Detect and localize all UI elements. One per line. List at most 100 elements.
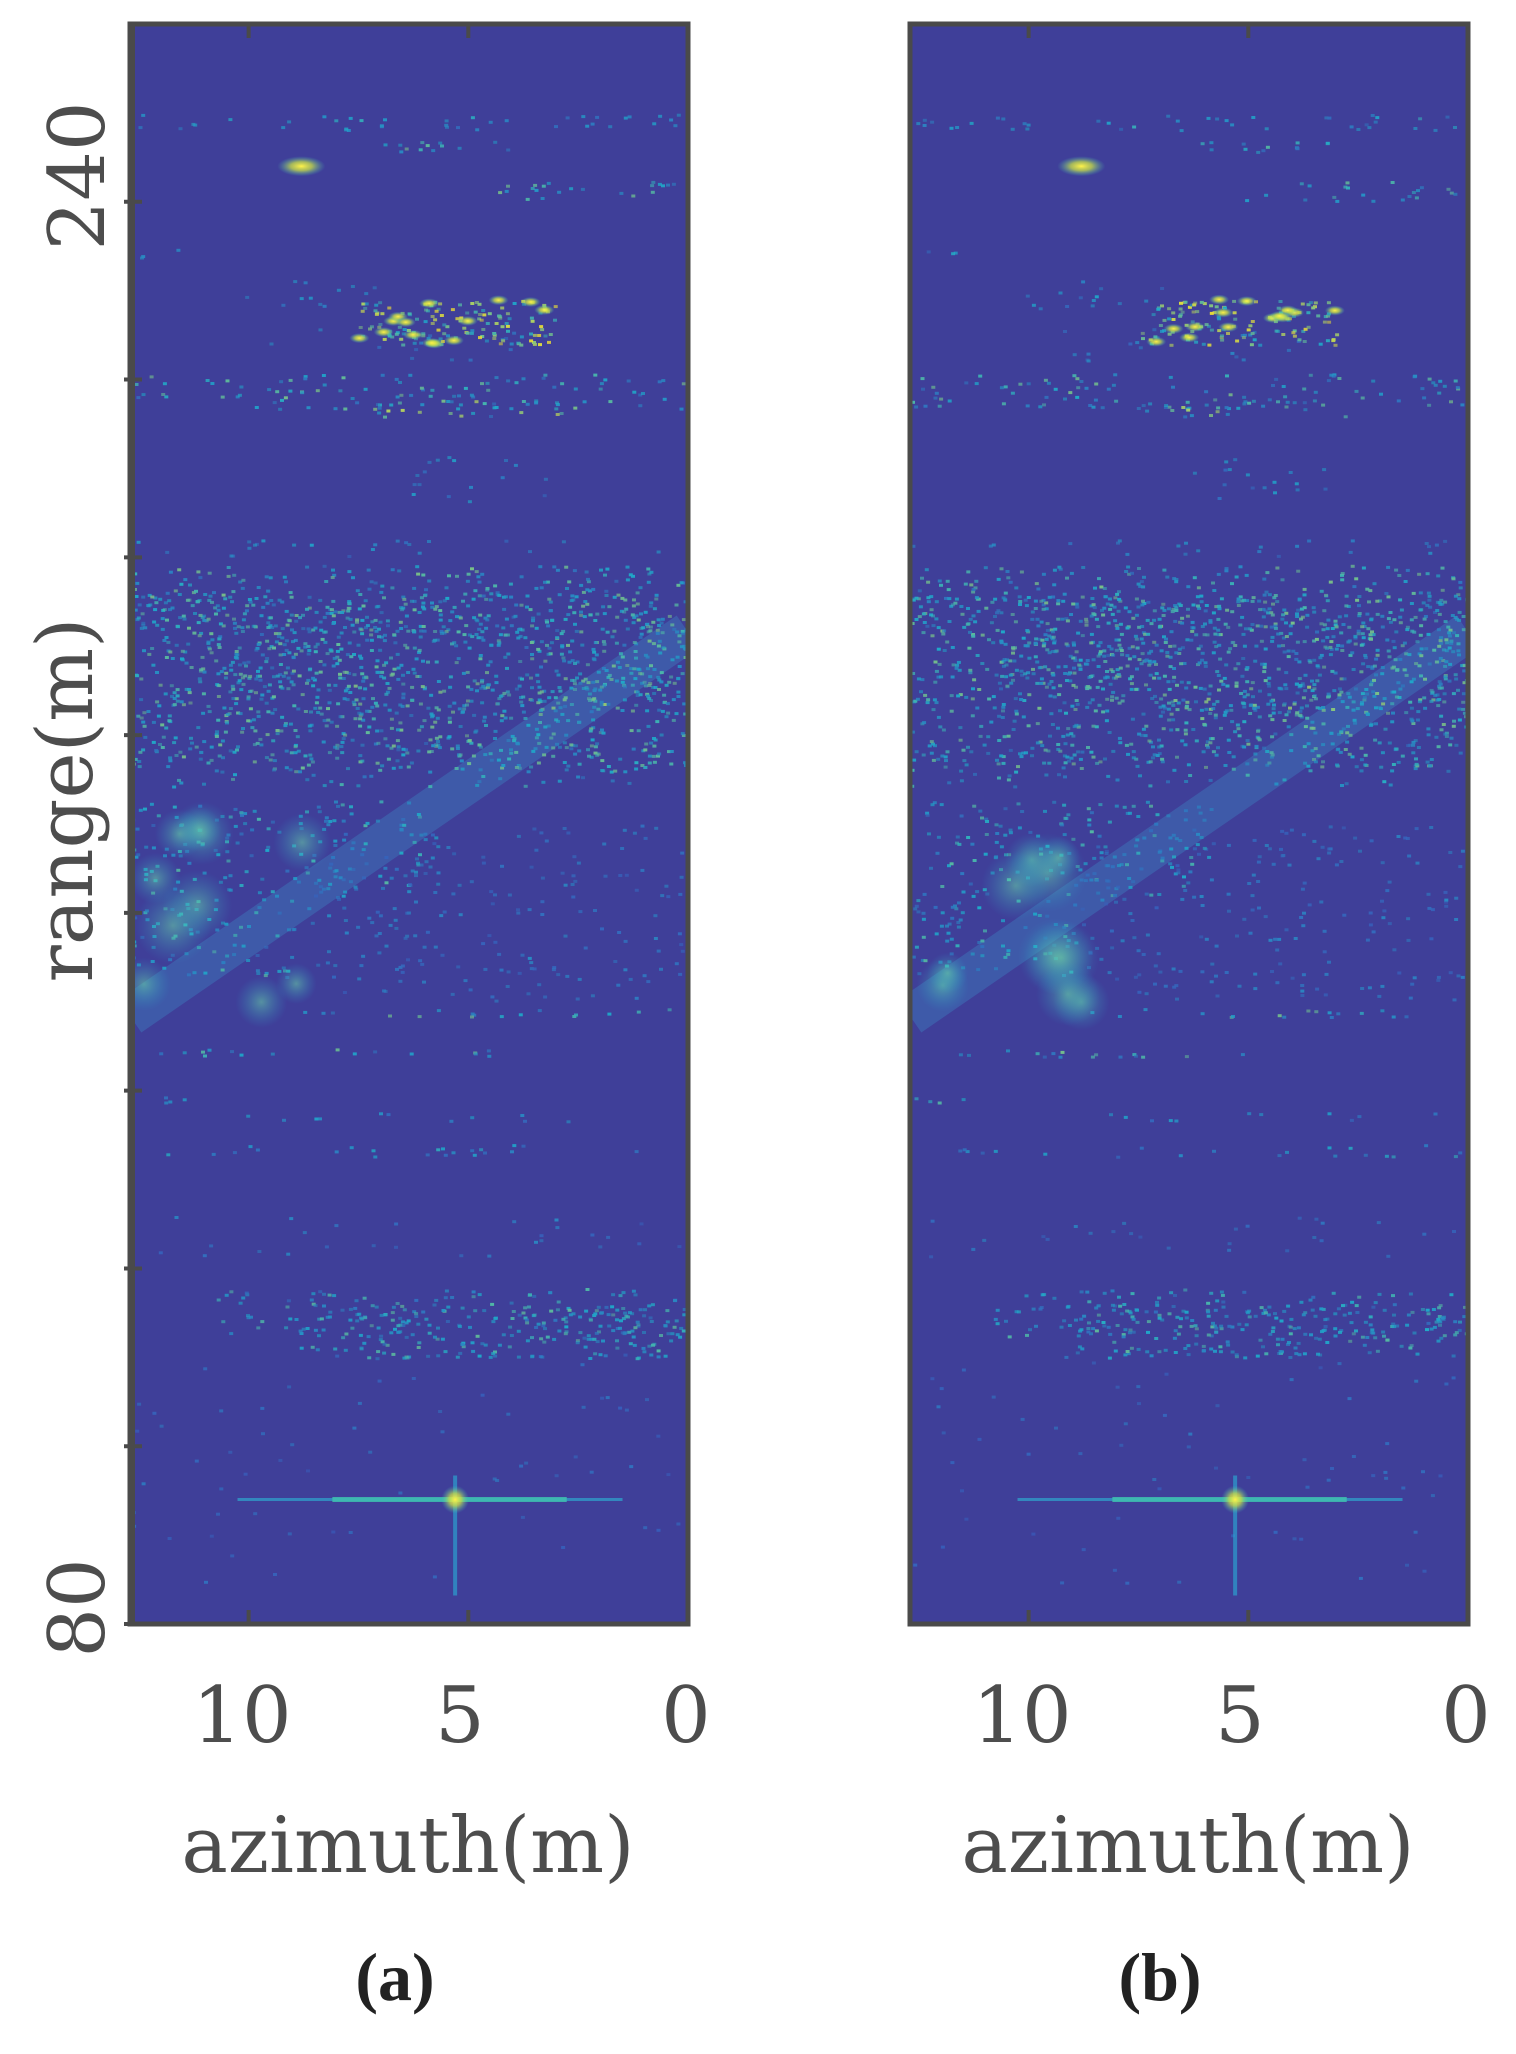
heatmap-cell	[456, 407, 461, 411]
clutter-cell	[987, 638, 991, 642]
heatmap-cell	[469, 393, 474, 397]
clutter-cell	[1098, 650, 1103, 654]
heatmap-cell	[318, 1117, 322, 1121]
clutter-cell	[509, 716, 514, 720]
clutter-cell	[1319, 622, 1324, 626]
heatmap-cell	[355, 589, 360, 593]
clutter-cell	[537, 741, 542, 745]
heatmap-cell	[1365, 938, 1370, 942]
heatmap-cell	[916, 910, 921, 914]
clutter-cell	[532, 341, 536, 344]
heatmap-cell	[354, 887, 359, 891]
clutter-cell	[536, 761, 541, 765]
clutter-cell	[553, 696, 558, 700]
heatmap-cell	[1103, 660, 1108, 663]
clutter-cell	[615, 615, 620, 619]
heatmap-cell	[995, 116, 1000, 120]
heatmap-cell	[623, 598, 628, 602]
clutter-cell	[478, 336, 482, 340]
clutter-cell	[406, 765, 411, 769]
clutter-cell	[993, 597, 998, 601]
heatmap-cell	[435, 458, 440, 462]
heatmap-cell	[369, 638, 374, 642]
heatmap-cell	[179, 781, 184, 785]
heatmap-cell	[1244, 573, 1249, 577]
clutter-cell	[1096, 654, 1101, 658]
heatmap-cell	[1307, 184, 1312, 188]
clutter-cell	[1065, 755, 1070, 759]
heatmap-cell	[1343, 1303, 1348, 1307]
heatmap-cell	[1047, 634, 1052, 638]
heatmap-cell	[1086, 807, 1091, 811]
clutter-cell	[676, 690, 681, 694]
heatmap-cell	[369, 580, 374, 584]
clutter-cell	[647, 684, 652, 687]
heatmap-cell	[959, 779, 964, 783]
clutter-cell	[930, 634, 935, 638]
heatmap-cell	[325, 652, 330, 656]
heatmap-cell	[233, 933, 238, 937]
heatmap-cell	[367, 916, 372, 920]
heatmap-cell	[1186, 585, 1191, 589]
heatmap-cell	[178, 127, 183, 131]
heatmap-cell	[319, 890, 324, 894]
clutter-cell	[1297, 338, 1302, 342]
heatmap-cell	[1448, 851, 1453, 854]
heatmap-cell	[273, 1573, 277, 1576]
heatmap-cell	[1190, 620, 1195, 624]
heatmap-cell	[414, 900, 418, 904]
heatmap-cell	[1306, 742, 1311, 746]
clutter-cell	[510, 734, 515, 738]
clutter-cell	[1257, 715, 1262, 719]
clutter-cell	[422, 686, 427, 689]
heatmap-cell	[203, 593, 208, 596]
heatmap-cell	[1410, 982, 1415, 986]
heatmap-cell	[420, 403, 425, 407]
heatmap-cell	[386, 624, 390, 628]
clutter-cell	[358, 593, 363, 596]
heatmap-cell	[1056, 602, 1061, 606]
heatmap-cell	[504, 189, 509, 193]
heatmap-cell	[423, 832, 428, 836]
heatmap-cell	[383, 143, 388, 147]
clutter-cell	[455, 747, 460, 750]
heatmap-cell	[1358, 1576, 1363, 1580]
heatmap-cell	[275, 894, 279, 898]
heatmap-cell	[1003, 833, 1008, 837]
heatmap-cell	[335, 1354, 340, 1358]
heatmap-cell	[556, 973, 561, 977]
heatmap-cell	[321, 374, 326, 377]
heatmap-cell	[946, 931, 951, 935]
heatmap-cell	[194, 1459, 199, 1463]
clutter-cell	[1179, 680, 1184, 684]
heatmap-cell	[1106, 1325, 1111, 1329]
heatmap-cell	[1328, 825, 1333, 829]
clutter-cell	[503, 633, 508, 637]
heatmap-cell	[1342, 1313, 1347, 1317]
heatmap-cell	[1438, 1474, 1443, 1478]
clutter-cell	[206, 704, 211, 708]
clutter-cell	[660, 709, 665, 713]
heatmap-cell	[1091, 405, 1096, 409]
clutter-cell	[221, 624, 226, 628]
heatmap-cell	[913, 907, 918, 911]
heatmap-cell	[203, 1054, 207, 1058]
heatmap-cell	[930, 1219, 935, 1223]
heatmap-cell	[1231, 1534, 1236, 1538]
heatmap-cell	[1104, 852, 1109, 855]
heatmap-cell	[360, 618, 365, 622]
clutter-cell	[1100, 608, 1104, 612]
heatmap-cell	[337, 658, 342, 662]
clutter-cell	[1339, 677, 1344, 681]
clutter-cell	[282, 643, 287, 647]
clutter-cell	[499, 748, 503, 752]
heatmap-cell	[529, 865, 534, 869]
heatmap-cell	[601, 667, 606, 670]
heatmap-cell	[1114, 887, 1119, 891]
clutter-cell	[430, 315, 435, 318]
clutter-cell	[602, 684, 607, 688]
clutter-cell	[534, 736, 539, 740]
clutter-cell	[375, 729, 380, 733]
clutter-cell	[158, 743, 162, 746]
heatmap-cell	[365, 821, 370, 825]
